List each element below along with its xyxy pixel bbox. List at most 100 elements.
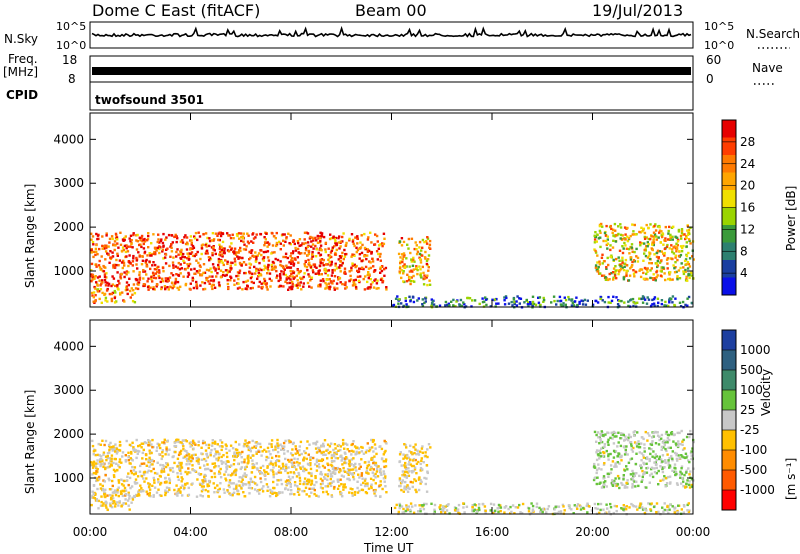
velocity-echo-cell [685,471,688,474]
power-echo-cell [98,275,101,278]
power-echo-cell [564,303,567,306]
velocity-echo-cell [193,441,196,445]
velocity-echo-cell [267,456,270,459]
power-echo-cell [124,288,128,292]
velocity-echo-cell [142,473,146,476]
velocity-echo-cell [652,505,656,509]
power-echo-cell [626,239,630,243]
power-echo-cell [179,250,182,253]
power-echo-cell [158,247,161,251]
power-echo-cell [160,287,163,291]
velocity-echo-cell [369,465,373,469]
power-echo-cell [680,229,684,233]
velocity-echo-cell [334,447,337,450]
power-echo-cell [263,264,266,268]
velocity-echo-cell [606,472,609,475]
velocity-echo-cell [127,493,130,496]
power-echo-cell [103,265,106,269]
power-echo-cell [119,291,122,295]
power-echo-cell [177,288,181,291]
velocity-echo-cell [684,486,687,489]
velocity-echo-cell [187,471,190,474]
velocity-echo-cell [125,439,128,443]
velocity-echo-cell [418,504,421,507]
power-echo-cell [675,250,678,253]
velocity-echo-cell [457,503,461,507]
velocity-echo-cell [165,450,168,453]
velocity-echo-cell [607,453,610,456]
power-echo-cell [663,254,666,257]
velocity-echo-cell [266,485,270,489]
power-echo-cell [428,279,431,282]
velocity-echo-cell [422,461,425,464]
power-echo-cell [655,238,658,241]
velocity-echo-cell [622,504,625,507]
velocity-echo-cell [285,482,289,486]
power-echo-cell [362,267,365,271]
power-echo-cell [190,268,193,271]
velocity-echo-cell [145,464,148,467]
power-echo-cell [611,271,615,274]
velocity-echo-cell [689,470,692,473]
power-echo-cell [177,261,180,265]
velocity-echo-cell [635,452,638,455]
power-echo-cell [612,228,615,231]
power-echo-cell [268,272,272,275]
power-echo-cell [381,280,385,283]
velocity-echo-cell [446,504,449,507]
velocity-echo-cell [166,490,169,493]
velocity-echo-cell [271,492,274,495]
velocity-echo-cell [317,463,321,466]
power-echo-cell [284,280,287,283]
velocity-echo-cell [406,454,409,457]
velocity-echo-cell [413,478,416,481]
power-echo-cell [133,292,137,295]
velocity-echo-cell [345,456,348,459]
power-echo-cell [337,241,341,244]
velocity-echo-cell [237,462,240,465]
power-echo-cell [189,248,192,251]
velocity-echo-cell [680,467,683,470]
power-echo-cell [94,253,97,257]
power-echo-cell [211,253,214,257]
velocity-echo-cell [358,451,361,454]
power-echo-cell [258,267,262,271]
velocity-echo-cell [324,473,327,476]
velocity-echo-cell [403,473,407,477]
power-echo-cell [279,276,282,280]
velocity-echo-cell [643,470,646,474]
velocity-echo-cell [640,452,644,455]
power-echo-cell [157,265,160,269]
velocity-echo-cell [342,442,345,445]
power-echo-cell [115,236,119,239]
power-echo-cell [674,297,677,300]
velocity-echo-cell [232,487,236,491]
power-echo-cell [667,238,670,241]
power-echo-cell [263,236,266,239]
power-echo-cell [286,256,289,260]
velocity-echo-cell [195,457,198,460]
power-colorbar-tick-label: 4 [740,266,748,280]
velocity-echo-cell [183,486,186,489]
velocity-echo-cell [489,502,493,506]
velocity-echo-cell [362,452,366,455]
power-echo-cell [107,245,110,248]
power-echo-cell [364,265,368,269]
power-echo-cell [196,238,199,242]
velocity-echo-cell [358,476,361,479]
velocity-echo-cell [243,466,247,469]
power-echo-cell [670,257,673,260]
power-echo-cell [605,224,608,228]
power-echo-cell [680,262,683,265]
velocity-echo-cell [204,474,207,477]
power-echo-cell [299,277,303,281]
power-echo-cell [307,252,311,256]
velocity-echo-cell [261,490,265,493]
power-echo-cell [186,266,190,270]
velocity-echo-cell [279,467,283,470]
power-echo-cell [157,270,161,273]
velocity-echo-cell [250,487,254,490]
power-echo-cell [111,275,114,278]
velocity-echo-cell [179,490,182,493]
power-echo-cell [307,258,310,262]
